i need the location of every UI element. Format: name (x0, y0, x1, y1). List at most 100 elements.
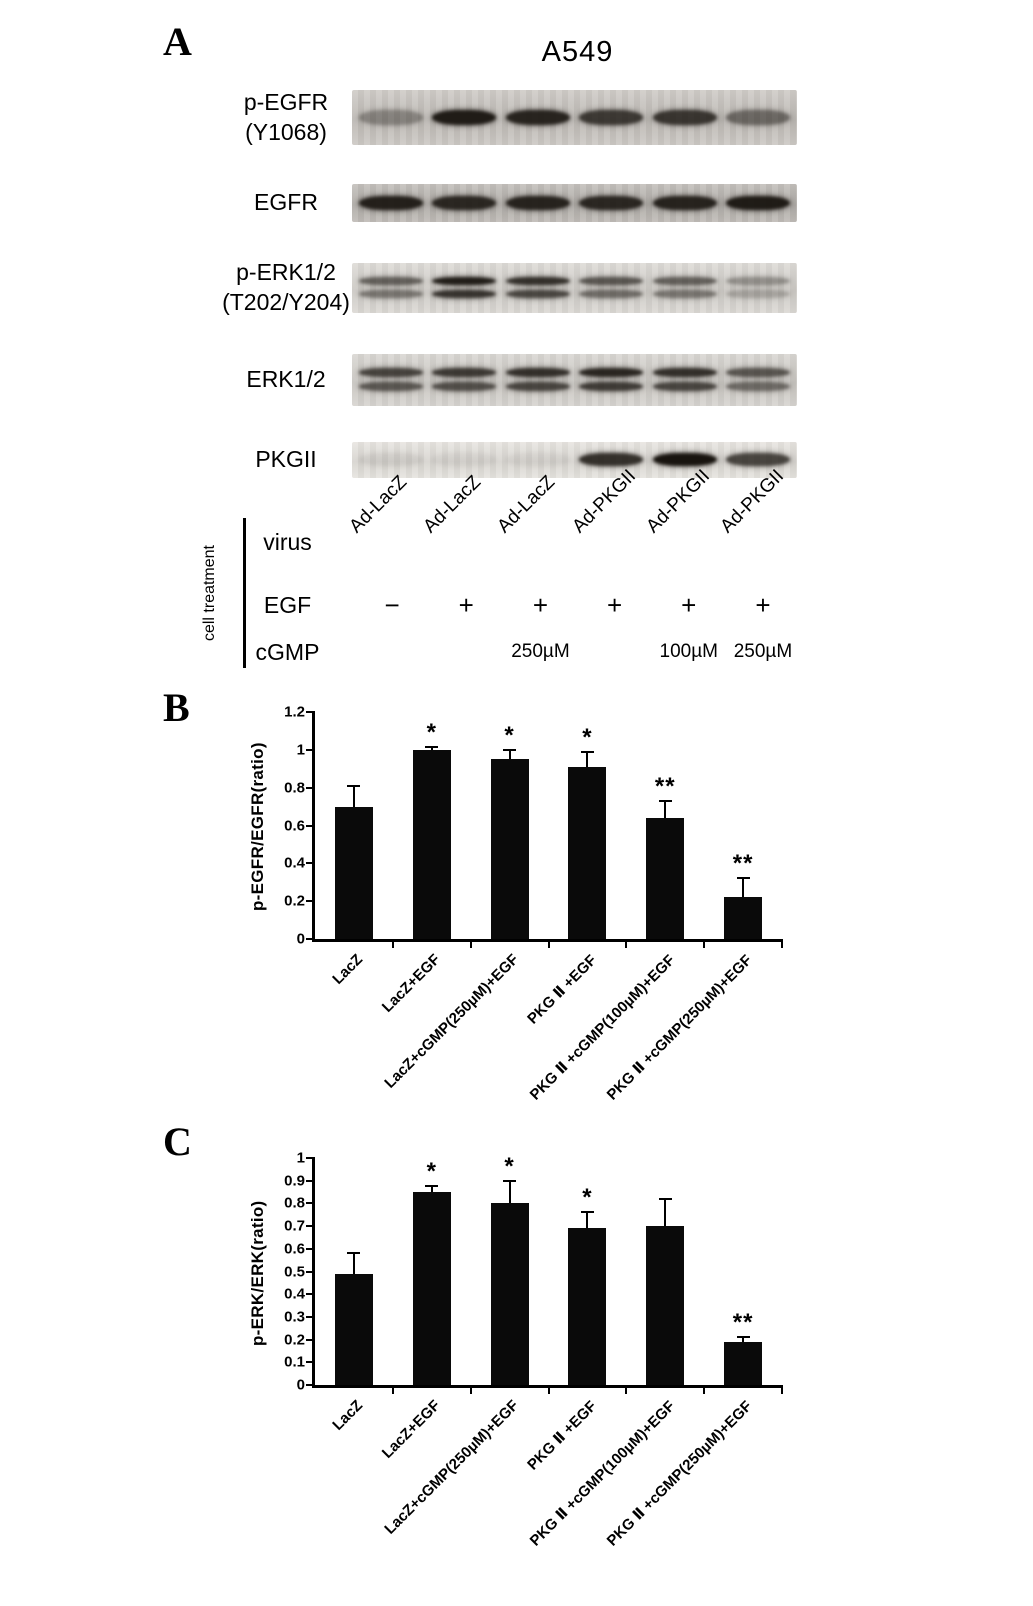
y-tick-label: 1.2 (284, 703, 305, 721)
x-axis-tick (469, 1385, 472, 1394)
blot-band (432, 110, 497, 126)
blot-band (505, 382, 570, 392)
blot-strip (352, 90, 797, 146)
error-bar (352, 785, 355, 807)
blot-band (726, 290, 791, 299)
x-category-label: PKG Ⅱ +cGMP(250µM)+EGF (603, 951, 756, 1104)
blot-band (726, 382, 791, 392)
y-tick-label: 0.5 (284, 1263, 305, 1280)
error-bar (742, 1337, 745, 1342)
treatment-rows: virus Ad-LacZ Ad-LacZ Ad-LacZ Ad-PKGII Ad-PKG… (160, 466, 805, 673)
blot-band (726, 195, 791, 210)
y-axis-label: p-ERK/ERK(ratio) (248, 1200, 267, 1346)
bar (412, 1192, 451, 1385)
blot-lane (724, 184, 794, 222)
significance-label: * (582, 1184, 593, 1212)
significance-label: * (426, 1158, 437, 1186)
blot-row: ERK1/2 (160, 353, 805, 406)
blot-lane (356, 442, 426, 478)
y-tick-label: 1 (296, 741, 305, 759)
treatment-cell (578, 641, 652, 663)
blot-lane (356, 90, 426, 145)
blot-band (432, 290, 497, 299)
x-category-label: PKG Ⅱ +cGMP(100µM)+EGF (526, 1397, 678, 1550)
x-category-label: PKG Ⅱ +cGMP(100µM)+EGF (526, 951, 678, 1104)
y-tick-label: 0.6 (284, 1240, 305, 1258)
treatment-row-egf: EGF − + + + + + (160, 585, 805, 625)
treatment-cell: + (607, 589, 623, 620)
chart-plot-area: 0 0.1 0.2 0.3 0.4 0.5 0.6 0.7 0.8 0.9 1 LacZ * LacZ+E… (284, 1151, 783, 1550)
blot-band (358, 195, 423, 210)
error-bar-cap (658, 799, 672, 802)
blot-lane (650, 354, 720, 406)
blot-lane (356, 184, 426, 222)
x-category-label: LacZ (329, 1397, 366, 1434)
blot-lane (577, 184, 647, 222)
bar (724, 897, 763, 939)
bar (568, 1228, 607, 1385)
bar (490, 759, 529, 939)
treatment-row-label: virus (263, 528, 312, 555)
blot-lane (650, 263, 720, 313)
blot-band (358, 290, 423, 299)
panel-label-b: B (163, 685, 190, 730)
y-axis-tick (306, 938, 315, 940)
y-tick-label: 0.4 (284, 854, 305, 872)
blot-band (579, 195, 644, 210)
blot-band (726, 368, 791, 378)
y-tick-label: 0.8 (284, 779, 305, 797)
blot-lane (430, 354, 500, 406)
x-category-label: LacZ+cGMP(250µM)+EGF (380, 951, 522, 1092)
bar (490, 1203, 529, 1385)
blot-lane (430, 90, 500, 145)
cell-line-title: A549 (541, 36, 614, 68)
blot-antibody-label: p-ERK1/2 (T202/Y204) (160, 258, 352, 318)
blot-lane (650, 90, 720, 145)
blot-band (579, 277, 644, 286)
blot-lane (430, 184, 500, 222)
blot-lane (503, 263, 573, 313)
blot-band (505, 453, 570, 467)
x-category-label: PKG Ⅱ +cGMP(250µM)+EGF (603, 1397, 756, 1550)
blot-lane (577, 90, 647, 145)
error-bar (742, 878, 745, 898)
blot-band (652, 195, 717, 210)
blot-band (358, 453, 423, 467)
x-category-label: PKG Ⅱ +EGF (524, 951, 601, 1028)
treatment-bracket-line (243, 518, 246, 668)
y-axis-tick (306, 1225, 315, 1228)
blot-lane (430, 442, 500, 478)
y-tick-label: 0.3 (284, 1308, 305, 1326)
significance-label: * (426, 719, 437, 746)
blot-band (652, 382, 717, 392)
chart-plot-area: 0 0.2 0.4 0.6 0.8 1 1.2 LacZ * LacZ+EGF * LacZ+cGMP… (284, 705, 783, 1104)
blot-lane (724, 354, 794, 406)
blot-lane (430, 263, 500, 313)
blot-band (726, 110, 791, 126)
y-axis-tick (306, 1361, 315, 1364)
blot-band (432, 368, 497, 378)
significance-label: ** (732, 850, 754, 878)
blot-lane (577, 263, 647, 313)
bar (568, 766, 607, 939)
error-bar-cap (580, 1211, 594, 1214)
error-bar (352, 1253, 355, 1274)
y-axis-tick (306, 900, 315, 903)
error-bar-cap (503, 1179, 517, 1182)
y-axis-tick (306, 1315, 315, 1318)
treatment-cells: 250µM 100µM 250µM (355, 641, 800, 663)
error-bar (664, 800, 667, 818)
y-tick-label: 0.7 (284, 1217, 305, 1235)
x-category-label: PKG Ⅱ +EGF (524, 1397, 601, 1474)
blot-label-line: p-ERK1/2 (236, 258, 336, 285)
significance-label: * (504, 721, 515, 749)
bar (334, 806, 373, 939)
blot-strip (352, 441, 797, 478)
blot-lane (650, 184, 720, 222)
x-category-label: LacZ+cGMP(250µM)+EGF (380, 1397, 522, 1538)
treatment-cell: 250µM (511, 641, 570, 662)
blot-label-line: (Y1068) (245, 118, 327, 145)
western-blot-rows: p-EGFR (Y1068) EGFR p-ERK1/2 (T202/Y204) ERK1… (160, 88, 805, 514)
y-axis-label: p-EGFR/EGFR(ratio) (248, 742, 267, 912)
error-bar (430, 1186, 433, 1193)
